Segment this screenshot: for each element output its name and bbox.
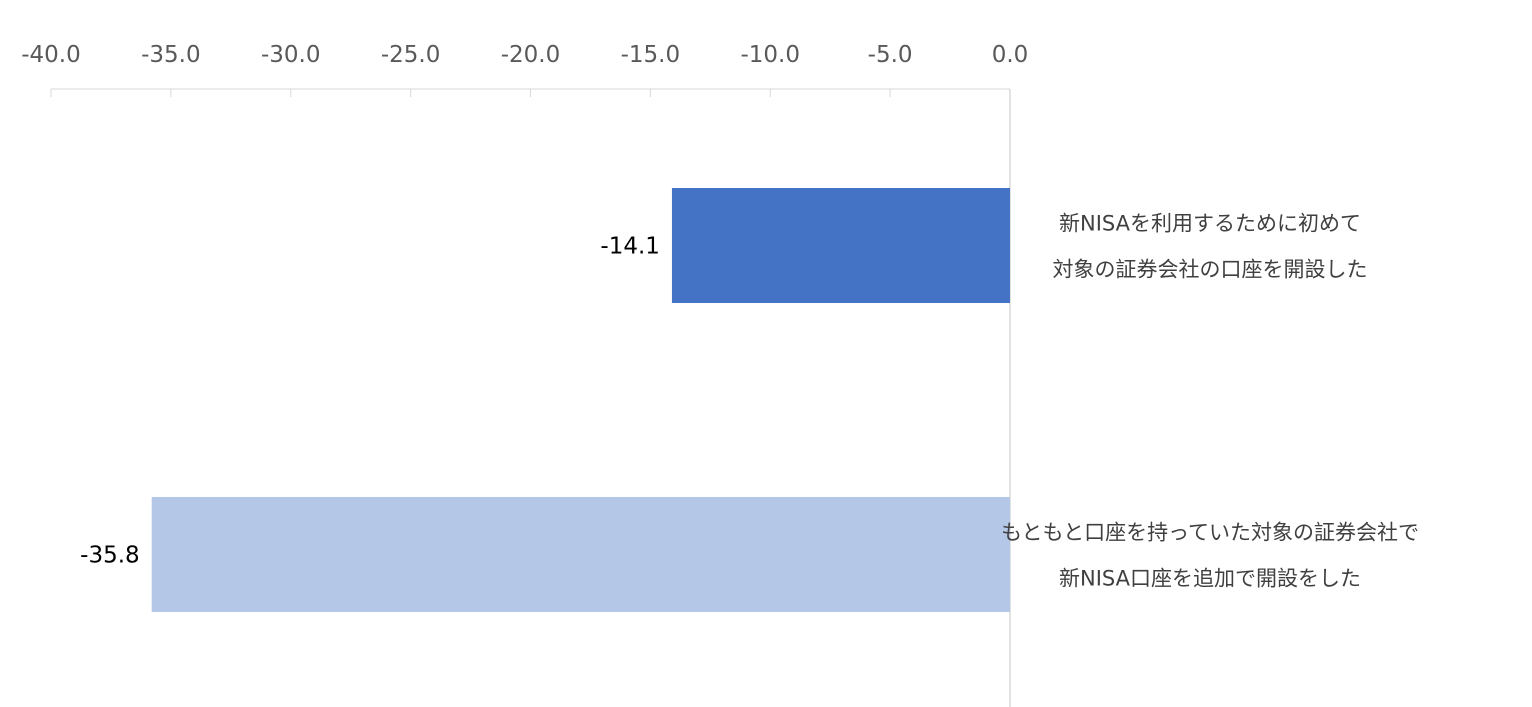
bar-2 — [151, 497, 1010, 612]
data-label-2: -35.8 — [80, 543, 140, 569]
category-label-2-line-1: もともと口座を持っていた対象の証券会社で — [1001, 521, 1419, 545]
x-tick-label: -30.0 — [261, 42, 321, 68]
bars — [151, 188, 1010, 612]
category-label-1-line-1: 新NISAを利用するために初めて — [1059, 212, 1361, 236]
bar-1 — [671, 188, 1010, 303]
x-tick-label: -5.0 — [868, 42, 913, 68]
x-tick-label: -40.0 — [21, 42, 81, 68]
x-tick-label: -15.0 — [621, 42, 681, 68]
data-labels: -14.1 -35.8 — [80, 234, 660, 569]
x-tick-label: -10.0 — [740, 42, 800, 68]
x-tick-label: -20.0 — [501, 42, 561, 68]
category-labels: 新NISAを利用するために初めて対象の証券会社の口座を開設したもともと口座を持っ… — [1001, 212, 1419, 591]
x-tick-label: 0.0 — [992, 42, 1029, 68]
x-tick-label: -35.0 — [141, 42, 201, 68]
category-label-1-line-2: 対象の証券会社の口座を開設した — [1053, 258, 1368, 282]
x-tick-label: -25.0 — [381, 42, 441, 68]
category-label-2-line-2: 新NISA口座を追加で開設をした — [1059, 567, 1361, 591]
data-label-1: -14.1 — [600, 234, 660, 260]
